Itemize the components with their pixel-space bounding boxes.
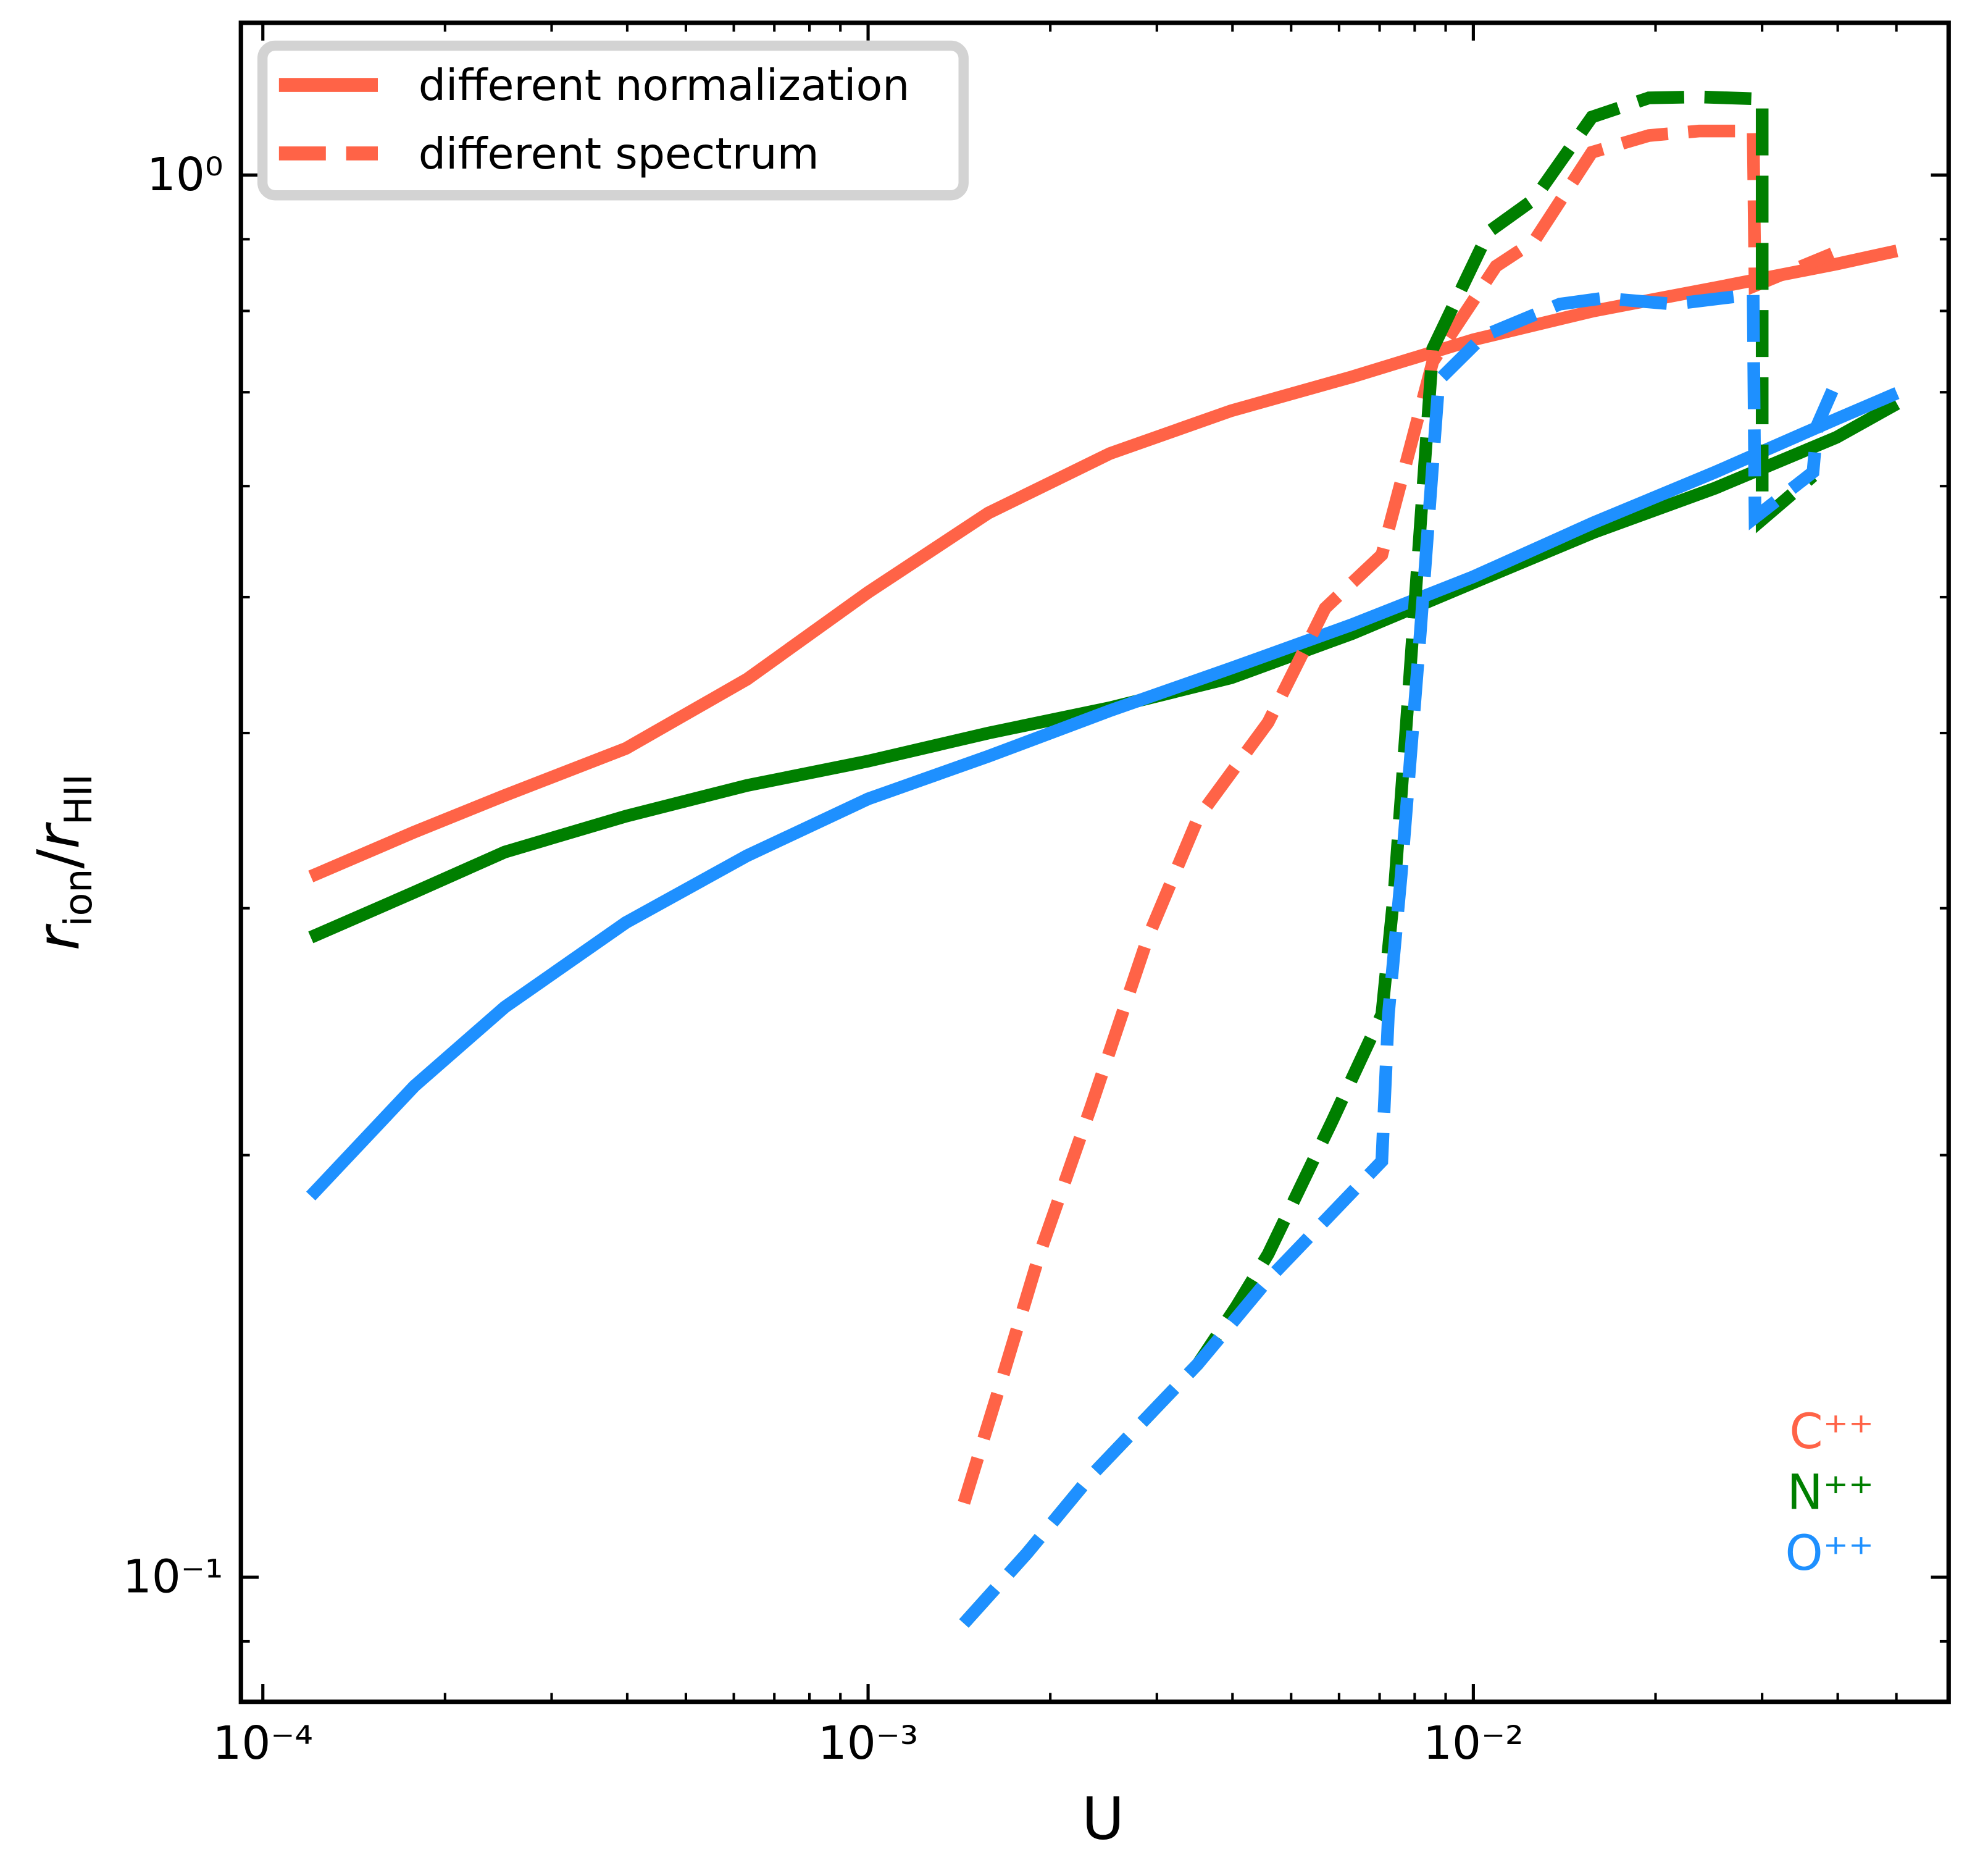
ion-annotation: O⁺⁺	[1785, 1526, 1874, 1582]
solid-line	[308, 398, 1900, 944]
ion-annotation: N⁺⁺	[1787, 1465, 1874, 1521]
dashed-line	[959, 287, 1839, 1628]
y-label-part: /	[25, 849, 93, 869]
dashed-line	[959, 90, 1818, 1628]
x-tick-label: 10⁻³	[818, 1717, 919, 1770]
dashed-line	[958, 124, 1835, 1505]
y-label-part: r	[25, 923, 93, 950]
y-tick-label: 10⁻¹	[123, 1551, 223, 1604]
y-tick-label: 10⁰	[147, 148, 223, 201]
y-label-part: HII	[56, 774, 101, 825]
y-label-part: ion	[56, 869, 101, 927]
legend-label: different normalization	[419, 61, 910, 111]
x-axis-label: U	[1082, 1785, 1124, 1853]
legend-label: different spectrum	[419, 129, 819, 179]
y-label-part: r	[25, 822, 93, 849]
solid-line	[306, 387, 1900, 1200]
solid-line	[308, 245, 1898, 882]
y-axis-label: rion/rHII	[25, 774, 101, 950]
x-tick-label: 10⁻²	[1423, 1717, 1524, 1770]
x-tick-label: 10⁻⁴	[212, 1717, 313, 1770]
ion-annotation: C⁺⁺	[1789, 1404, 1874, 1460]
plot-frame	[238, 20, 1951, 1704]
legend-box	[257, 40, 969, 201]
